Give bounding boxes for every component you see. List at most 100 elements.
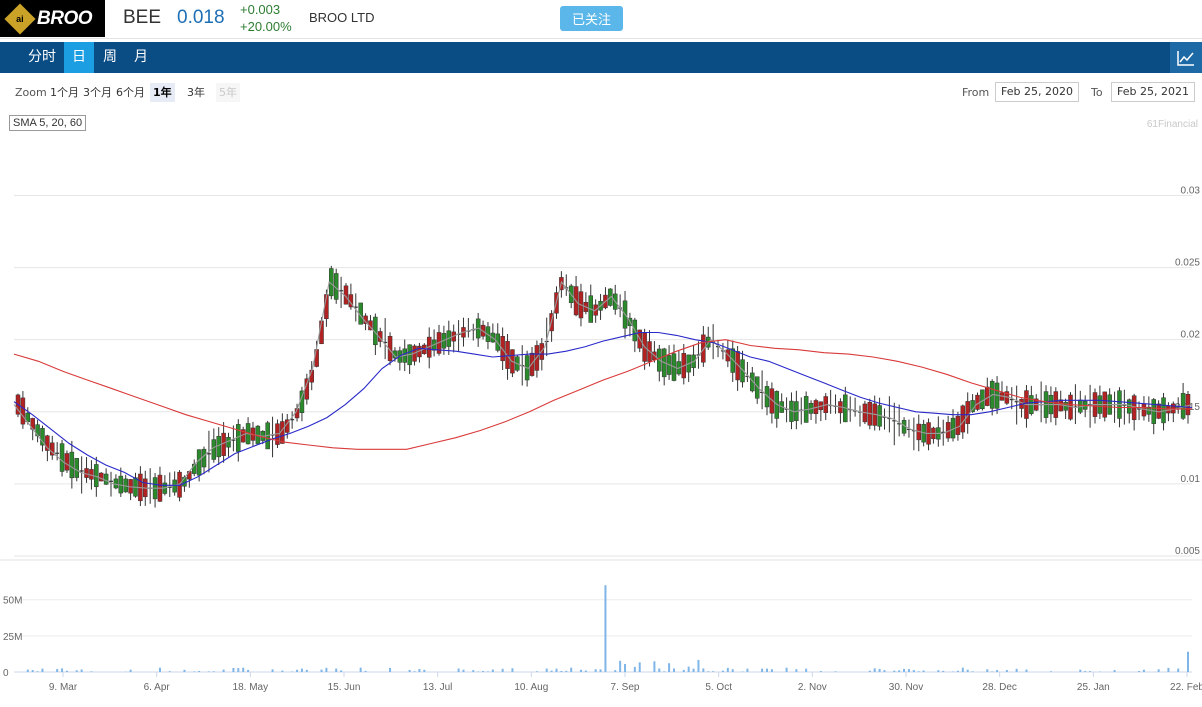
to-date-input[interactable]: Feb 25, 2021: [1111, 82, 1195, 102]
tab-intraday[interactable]: 分时: [28, 49, 56, 65]
volume-bar: [770, 669, 773, 672]
candle-body: [735, 351, 740, 381]
zoom-3y-button[interactable]: 3年: [187, 86, 205, 99]
last-price: 0.018: [177, 7, 225, 28]
range-toolbar: Zoom 1个月 3个月 6个月 1年 3年 5年 From Feb 25, 2…: [0, 80, 1202, 106]
volume-bar: [726, 667, 729, 672]
volume-bar: [296, 669, 299, 672]
volume-bar: [237, 668, 240, 672]
zoom-1y-button[interactable]: 1年: [150, 83, 175, 102]
tab-daily[interactable]: 日: [64, 42, 94, 73]
candle-body: [64, 453, 70, 471]
candle-body: [980, 389, 985, 410]
period-tab-bar: 分时 日 周 月: [0, 42, 1202, 73]
volume-bar: [565, 670, 568, 672]
candle-body: [98, 472, 104, 482]
volume-bar: [633, 666, 636, 672]
volume-bar: [878, 668, 881, 672]
volume-bar: [687, 666, 690, 672]
tab-weekly[interactable]: 周: [103, 49, 117, 65]
zoom-3m-button[interactable]: 3个月: [83, 86, 112, 99]
volume-bar: [986, 669, 989, 672]
volume-bar: [668, 663, 671, 672]
volume-bar: [472, 670, 475, 672]
candle-body: [45, 435, 50, 451]
candle-body: [196, 449, 202, 476]
volume-bar: [795, 669, 798, 672]
zoom-label: Zoom: [15, 86, 47, 99]
volume-bar: [1187, 651, 1189, 672]
x-tick-label: 7. Sep: [611, 682, 640, 693]
volume-bar: [805, 668, 808, 672]
candle-body: [50, 442, 55, 456]
date-axis-labels: 9. Mar 6. Apr 18. May 15. Jun 13. Jul 10. Aug…: [49, 672, 1202, 693]
volume-bar: [555, 668, 558, 672]
from-date-input[interactable]: Feb 25, 2020: [995, 82, 1079, 102]
zoom-6m-button[interactable]: 6个月: [116, 86, 145, 99]
line-chart-icon: [1177, 50, 1194, 66]
volume-bar: [638, 662, 641, 672]
volume-bar: [883, 670, 886, 672]
volume-bar: [511, 668, 514, 672]
volume-bar: [653, 661, 656, 672]
volume-bar: [300, 668, 303, 672]
volume-bar: [956, 670, 959, 672]
volume-bar: [56, 669, 59, 672]
volume-bar: [614, 670, 617, 672]
volume-bar: [942, 670, 945, 672]
chart-type-icon[interactable]: [1170, 42, 1202, 73]
volume-bar: [193, 671, 196, 672]
price-tick-label: 0.025: [1175, 258, 1200, 269]
tab-monthly[interactable]: 月: [134, 49, 148, 65]
volume-bar: [819, 671, 822, 672]
volume-bar: [619, 660, 622, 672]
x-tick-label: 13. Jul: [423, 682, 452, 693]
x-tick-label: 5. Oct: [705, 682, 732, 693]
volume-bar: [1138, 671, 1141, 672]
volume-tick-label: 25M: [3, 632, 22, 643]
volume-bar: [491, 669, 494, 672]
volume-bar: [80, 669, 83, 672]
volume-bar: [65, 670, 68, 672]
follow-button[interactable]: 已关注: [560, 6, 623, 31]
volume-bar: [692, 668, 695, 672]
candle-body: [191, 463, 197, 474]
candle-body: [975, 394, 980, 410]
volume-bar: [746, 668, 749, 672]
volume-bar: [423, 669, 426, 672]
volume-bar: [761, 668, 764, 672]
volume-bar: [560, 670, 563, 672]
volume-bar: [36, 671, 39, 672]
candle-body: [304, 378, 310, 400]
volume-bar: [41, 668, 44, 672]
volume-bar: [31, 670, 34, 672]
volume-bar: [785, 667, 788, 672]
price-tick-label: 0.02: [1181, 330, 1201, 341]
volume-bar: [707, 671, 710, 672]
volume-bar: [1113, 670, 1116, 672]
volume-bar: [663, 671, 666, 672]
candle-body: [74, 458, 79, 478]
volume-bar: [907, 669, 910, 672]
volume-bar: [232, 667, 235, 672]
candle-body: [985, 386, 990, 406]
zoom-1m-button[interactable]: 1个月: [50, 86, 79, 99]
x-tick-label: 28. Dec: [982, 682, 1016, 693]
candle-body: [84, 468, 89, 478]
x-tick-label: 9. Mar: [49, 682, 78, 693]
broo-logo[interactable]: ai BROO: [0, 0, 105, 37]
volume-bar: [765, 668, 768, 672]
volume-bar: [129, 669, 132, 672]
volume-bar: [462, 669, 465, 672]
volume-bar: [624, 663, 627, 672]
volume-axis-labels: 0 25M 50M: [3, 596, 22, 679]
candle-body: [750, 372, 755, 392]
volume-bar: [917, 671, 920, 672]
volume-bar: [457, 668, 460, 672]
volume-bar: [408, 669, 411, 672]
volume-bar: [359, 667, 362, 672]
volume-bar: [893, 670, 896, 672]
volume-bar: [158, 667, 161, 672]
volume-bar: [212, 671, 215, 672]
volume-bar: [697, 659, 700, 672]
